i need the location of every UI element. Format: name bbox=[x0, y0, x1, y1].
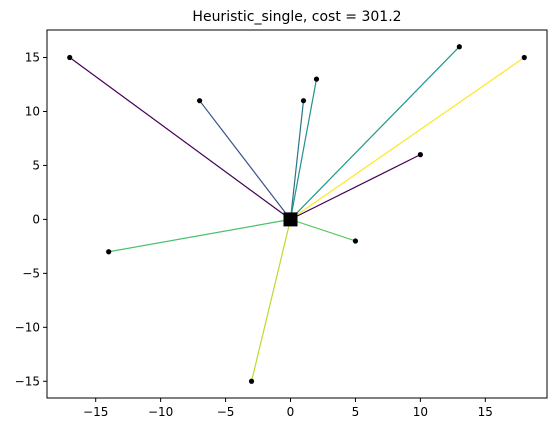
x-tick-label: −10 bbox=[148, 405, 173, 419]
data-points bbox=[67, 44, 527, 384]
x-tick-label: 5 bbox=[352, 405, 360, 419]
data-point bbox=[313, 76, 320, 82]
plot-frame bbox=[46, 29, 548, 399]
data-point bbox=[352, 238, 359, 244]
data-point bbox=[196, 98, 203, 104]
y-tick-label: −15 bbox=[15, 374, 40, 388]
data-point bbox=[106, 249, 112, 255]
spoke-line bbox=[250, 219, 292, 382]
spoke-line bbox=[108, 218, 291, 253]
spoke-line bbox=[69, 57, 291, 220]
spoke-line bbox=[290, 46, 460, 220]
y-tick-label: −10 bbox=[15, 320, 40, 334]
data-point bbox=[300, 98, 307, 104]
y-tick-label: −5 bbox=[22, 266, 40, 280]
data-point bbox=[417, 152, 423, 158]
spoke-line bbox=[199, 100, 291, 220]
chart-title: Heuristic_single, cost = 301.2 bbox=[192, 9, 401, 25]
spoke-line bbox=[290, 218, 356, 242]
data-point bbox=[521, 54, 527, 61]
center-marker-layer bbox=[283, 212, 298, 227]
x-tick-label: −15 bbox=[83, 405, 108, 419]
x-tick-label: 15 bbox=[478, 405, 493, 419]
y-tick-label: 0 bbox=[32, 212, 40, 226]
data-point bbox=[248, 378, 255, 384]
spoke-line bbox=[289, 78, 318, 220]
x-tick-label: −5 bbox=[217, 405, 235, 419]
y-tick-label: 15 bbox=[25, 51, 40, 65]
spoke-line bbox=[290, 154, 421, 220]
y-tick-label: 5 bbox=[32, 158, 40, 172]
data-point bbox=[456, 44, 462, 50]
x-tick-label: 10 bbox=[413, 405, 428, 419]
y-tick-label: 10 bbox=[25, 104, 40, 118]
y-axis-ticks: −15 −10 −5 0 5 10 15 bbox=[15, 51, 47, 388]
data-point bbox=[67, 54, 73, 61]
spoke-line bbox=[290, 57, 525, 220]
spoke-line bbox=[289, 100, 305, 220]
x-tick-label: 0 bbox=[287, 405, 295, 419]
spoke-lines bbox=[69, 46, 525, 382]
center-square-marker bbox=[283, 212, 298, 227]
x-axis-ticks: −15 −10 −5 0 5 10 15 bbox=[83, 398, 493, 419]
